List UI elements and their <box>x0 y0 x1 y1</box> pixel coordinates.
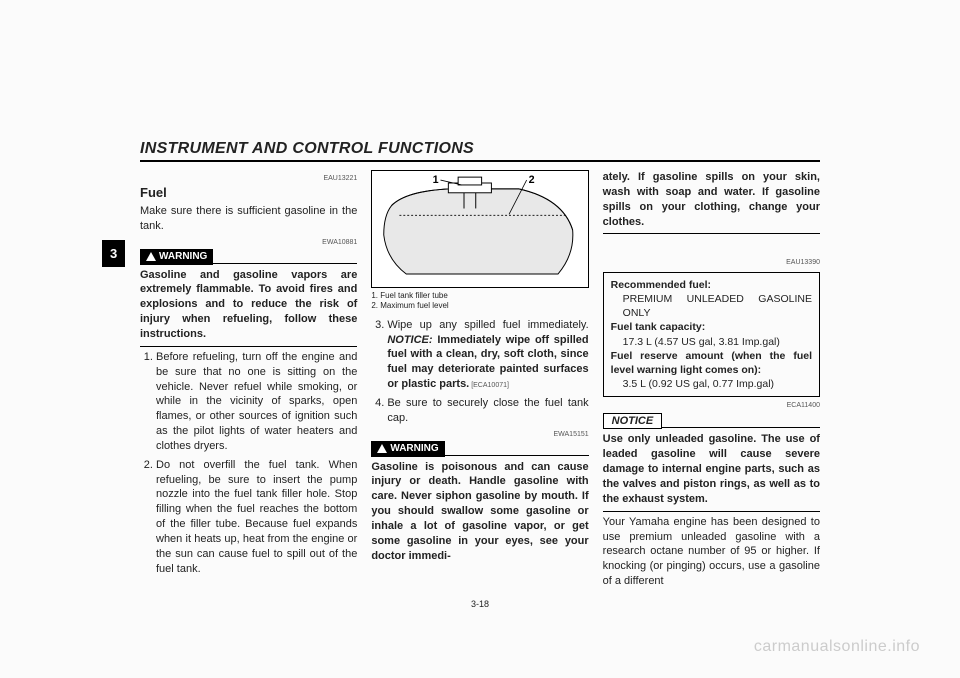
fuel-tank-figure: 1 2 <box>371 170 588 288</box>
warning-triangle-icon <box>377 444 387 453</box>
step-item: Before refueling, turn off the engine an… <box>156 350 357 454</box>
figure-caption: 1. Fuel tank filler tube 2. Maximum fuel… <box>371 291 588 312</box>
fuel-heading: Fuel <box>140 184 357 202</box>
warning-text-label: WARNING <box>390 442 438 456</box>
warning-body: Gasoline and gasoline vapors are extreme… <box>140 268 357 342</box>
notice-body: Use only unleaded gasoline. The use of l… <box>603 432 820 506</box>
steps-list: Before refueling, turn off the engine an… <box>140 350 357 577</box>
content-columns: EAU13221 Fuel Make sure there is suffici… <box>140 170 820 593</box>
watermark: carmanualsonline.info <box>754 638 920 656</box>
warning-label: WARNING <box>140 249 213 265</box>
column-1: EAU13221 Fuel Make sure there is suffici… <box>140 170 357 593</box>
spec-value: PREMIUM UNLEADED GASOLINE ONLY <box>611 292 812 320</box>
divider <box>603 233 820 234</box>
divider <box>662 413 820 429</box>
divider <box>140 346 357 347</box>
warning-text-label: WARNING <box>159 250 207 264</box>
step-text: Wipe up any spilled fuel immediately. <box>387 319 588 331</box>
notice-label: NOTICE <box>603 413 663 430</box>
warning-banner: WARNING <box>140 249 357 265</box>
caption-line: 2. Maximum fuel level <box>371 301 588 311</box>
spec-value: 3.5 L (0.92 US gal, 0.77 Imp.gal) <box>611 377 812 391</box>
step-item: Do not overfill the fuel tank. When refu… <box>156 458 357 577</box>
column-2: 1 2 1. Fuel tank filler tube 2. Maximum … <box>371 170 588 593</box>
callout-2: 2 <box>529 174 535 186</box>
spec-value: 17.3 L (4.57 US gal, 3.81 Imp.gal) <box>611 335 812 349</box>
warning-body: Gasoline is poisonous and can cause inju… <box>371 460 588 564</box>
fuel-tank-svg: 1 2 <box>372 171 587 287</box>
step-item: Wipe up any spilled fuel immediately. NO… <box>387 318 588 392</box>
section-title: INSTRUMENT AND CONTROL FUNCTIONS <box>140 140 820 162</box>
notice-inline: NOTICE: <box>387 334 432 346</box>
ref-code: EWA15151 <box>371 430 588 439</box>
divider <box>603 511 820 512</box>
ref-code: EAU13390 <box>603 258 820 267</box>
divider <box>213 249 357 264</box>
spec-label: Fuel reserve amount (when the fuel level… <box>611 349 812 377</box>
fuel-specs-box: Recommended fuel: PREMIUM UNLEADED GASOL… <box>603 272 820 397</box>
inline-code: [ECA10071] <box>469 382 509 389</box>
column-3: ately. If gasoline spills on your skin, … <box>603 170 820 593</box>
steps-list-cont: Wipe up any spilled fuel immediately. NO… <box>371 318 588 426</box>
warning-triangle-icon <box>146 252 156 261</box>
spec-label: Fuel tank capacity: <box>611 320 812 334</box>
manual-page: 3 INSTRUMENT AND CONTROL FUNCTIONS EAU13… <box>140 140 820 620</box>
ref-code: EWA10881 <box>140 238 357 247</box>
caption-line: 1. Fuel tank filler tube <box>371 291 588 301</box>
spec-label: Recommended fuel: <box>611 278 812 292</box>
step-item: Be sure to securely close the fuel tank … <box>387 396 588 426</box>
ref-code: ECA11400 <box>603 401 820 410</box>
warning-label: WARNING <box>371 441 444 457</box>
page-number: 3-18 <box>140 599 820 609</box>
ref-code: EAU13221 <box>140 174 357 183</box>
intro-text: Make sure there is sufficient gasoline i… <box>140 204 357 234</box>
notice-banner: NOTICE <box>603 413 820 430</box>
warning-banner: WARNING <box>371 441 588 457</box>
closing-text: Your Yamaha engine has been designed to … <box>603 515 820 589</box>
warning-body-cont: ately. If gasoline spills on your skin, … <box>603 170 820 229</box>
chapter-tab: 3 <box>102 240 125 267</box>
divider <box>445 441 589 456</box>
callout-1: 1 <box>433 174 439 186</box>
